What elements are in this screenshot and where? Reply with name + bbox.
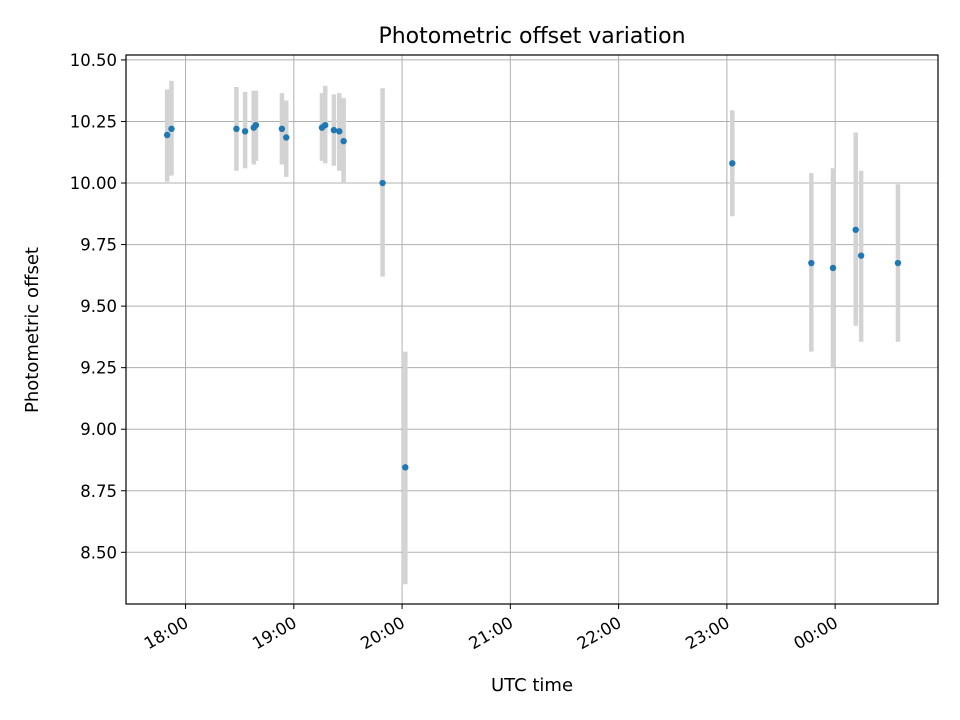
- data-point: [857, 252, 865, 259]
- y-tick-label: 10.00: [70, 174, 117, 193]
- data-point: [163, 131, 171, 139]
- data-point: [729, 160, 736, 167]
- data-point: [340, 137, 347, 145]
- y-tick-label: 9.00: [80, 420, 117, 439]
- y-tick-label: 9.25: [80, 359, 117, 378]
- data-point: [233, 125, 240, 133]
- data-point: [402, 464, 409, 471]
- y-tick-label: 9.75: [80, 236, 117, 255]
- y-tick-label: 9.50: [80, 297, 117, 316]
- data-point: [330, 126, 338, 134]
- data-point: [808, 259, 815, 267]
- data-point: [336, 128, 343, 135]
- y-tick-label: 8.50: [80, 543, 117, 562]
- data-point: [241, 128, 249, 135]
- data-point: [168, 125, 175, 133]
- chart-title: Photometric offset variation: [378, 24, 685, 49]
- data-point: [379, 179, 386, 187]
- data-point: [322, 121, 329, 129]
- y-axis-label: Photometric offset: [22, 247, 43, 413]
- y-tick-label: 10.25: [70, 112, 117, 131]
- data-point: [894, 259, 902, 267]
- grid: [126, 55, 938, 604]
- data-points: [163, 121, 902, 471]
- data-point: [852, 226, 859, 233]
- y-tick-label: 10.50: [70, 51, 117, 70]
- y-tick-label: 8.75: [80, 482, 117, 501]
- y-axis-ticks: 8.50 8.75 9.00 9.25 9.50 9.75 10.00 10.25 10.50: [70, 51, 126, 562]
- data-point: [829, 264, 837, 272]
- axes-frame: [125, 54, 939, 605]
- data-point: [278, 125, 286, 133]
- data-point: [252, 121, 260, 129]
- data-point: [283, 134, 290, 141]
- x-axis-label: UTC time: [491, 675, 573, 696]
